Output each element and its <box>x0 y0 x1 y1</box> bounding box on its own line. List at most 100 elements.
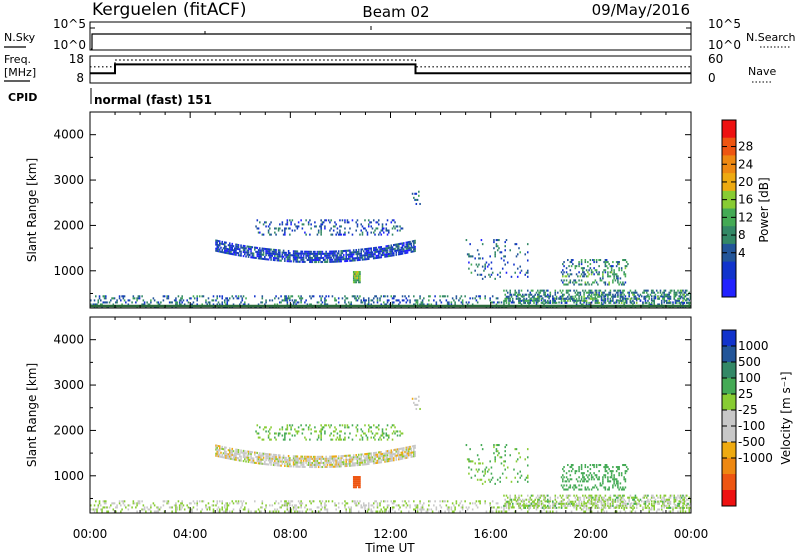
power-cell <box>281 257 284 260</box>
power-cell <box>398 247 400 250</box>
power-cell <box>247 245 250 248</box>
power-cell <box>538 293 540 296</box>
velocity-cell <box>355 486 357 489</box>
power-cell <box>623 293 625 296</box>
power-cell <box>538 291 540 294</box>
velocity-cell <box>653 496 655 499</box>
power-cell <box>357 252 360 255</box>
velocity-cell <box>233 458 236 461</box>
velocity-cell <box>361 436 364 439</box>
power-cell <box>622 283 624 286</box>
power-cell <box>525 299 528 302</box>
power-cell <box>216 245 219 248</box>
power-cell <box>580 261 583 264</box>
velocity-cell <box>365 452 368 456</box>
velocity-cell <box>261 452 264 455</box>
velocity-cell <box>567 500 569 503</box>
velocity-cell <box>225 454 227 457</box>
velocity-cell <box>277 434 280 437</box>
velocity-cell <box>559 494 562 497</box>
velocity-cell <box>180 502 182 505</box>
velocity-cell <box>262 458 265 461</box>
velocity-cell <box>365 434 368 437</box>
velocity-cell <box>332 465 335 468</box>
power-cell <box>261 247 264 250</box>
velocity-cell <box>668 500 671 503</box>
power-cell <box>597 273 599 276</box>
velocity-cell <box>296 430 299 433</box>
velocity-cell <box>215 448 217 451</box>
velocity-cell <box>205 504 207 507</box>
power-cell <box>575 289 578 292</box>
power-cell <box>355 297 357 300</box>
power-cell <box>633 297 635 300</box>
velocity-cell <box>270 461 272 464</box>
power-cell <box>468 261 470 264</box>
power-cell <box>498 247 500 250</box>
velocity-cell <box>488 478 490 481</box>
power-cell <box>618 283 620 286</box>
power-cell <box>381 227 384 230</box>
velocity-cell <box>633 506 635 509</box>
velocity-cell <box>357 510 360 513</box>
velocity-cell <box>411 451 414 454</box>
power-cell <box>547 293 549 296</box>
power-cell <box>228 244 231 247</box>
velocity-cell <box>292 463 295 466</box>
power-cell <box>560 297 563 300</box>
power-cell <box>329 252 331 255</box>
power-cell <box>297 260 300 263</box>
velocity-cell <box>685 504 688 507</box>
power-cell <box>377 246 380 249</box>
velocity-cell <box>569 466 572 469</box>
power-cell <box>570 297 573 300</box>
power-cell <box>236 247 239 250</box>
velocity-cell <box>284 434 286 437</box>
power-cell <box>227 252 230 255</box>
power-cell <box>554 297 557 300</box>
power-cell <box>372 219 375 222</box>
power-cell <box>649 303 652 306</box>
velocity-cell <box>289 504 291 507</box>
power-cell <box>610 267 613 270</box>
power-cell <box>332 252 335 255</box>
power-cell <box>376 227 379 230</box>
velocity-cell <box>240 459 242 462</box>
power-cell <box>590 269 593 272</box>
power-cell <box>279 259 281 262</box>
sky-label: N.Sky <box>4 31 36 44</box>
velocity-cell <box>312 455 315 458</box>
power-cell <box>538 295 540 298</box>
power-cell <box>570 261 573 264</box>
power-cell <box>683 295 686 298</box>
power-cell <box>381 247 384 250</box>
velocity-cell <box>345 465 347 468</box>
power-cell <box>496 249 499 252</box>
power-cell <box>637 293 639 296</box>
power-cell <box>233 249 236 252</box>
velocity-cell <box>526 474 529 477</box>
power-cell <box>221 242 224 245</box>
velocity-cell <box>127 508 130 511</box>
power-cell <box>309 303 311 306</box>
power-cell <box>509 293 511 296</box>
power-cell <box>685 297 688 300</box>
velocity-cell <box>365 457 368 460</box>
velocity-cell <box>188 502 191 505</box>
power-cell <box>170 301 172 304</box>
power-cell <box>356 259 359 262</box>
velocity-cell <box>600 496 603 499</box>
power-cell <box>620 295 623 298</box>
power-cell <box>175 303 177 306</box>
power-cell <box>396 247 399 250</box>
velocity-cell <box>413 508 415 511</box>
velocity-cell <box>212 508 215 511</box>
velocity-cell <box>590 488 593 491</box>
power-cell <box>316 256 319 259</box>
power-cell <box>624 259 627 262</box>
power-cell <box>302 260 305 263</box>
velocity-cell <box>664 504 667 507</box>
power-cell <box>413 242 415 245</box>
velocity-cell <box>247 460 250 463</box>
velocity-cell <box>400 455 403 458</box>
